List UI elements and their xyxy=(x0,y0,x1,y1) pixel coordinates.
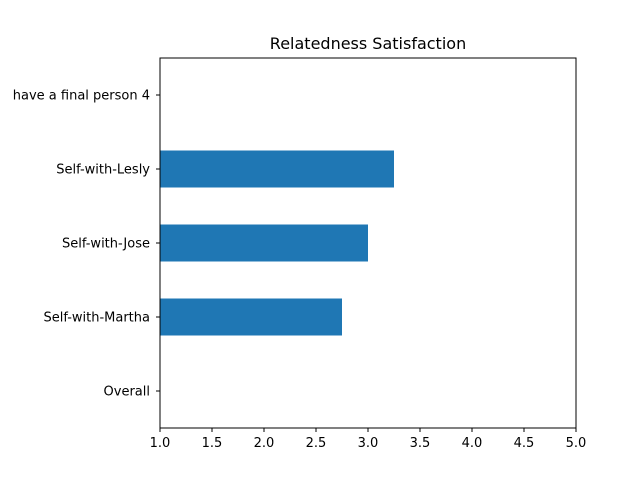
x-tick-label: 4.5 xyxy=(514,436,535,451)
x-tick-label: 1.5 xyxy=(202,436,223,451)
x-tick-label: 2.5 xyxy=(306,436,327,451)
bars-group xyxy=(160,150,394,336)
y-tick-label: Overall xyxy=(104,385,150,400)
y-axis: Overall Self-with-Martha Self-with-Jose Sel… xyxy=(13,89,160,400)
bar-self-with-jose xyxy=(160,224,368,262)
plot-frame xyxy=(159,57,577,429)
y-tick-label: Self-with-Lesly xyxy=(56,163,150,178)
y-tick-label: Self-with-Jose xyxy=(62,237,150,252)
x-tick-label: 3.0 xyxy=(358,436,379,451)
x-tick-label: 4.0 xyxy=(462,436,483,451)
x-tick-label: 1.0 xyxy=(150,436,171,451)
x-axis: 1.0 1.5 2.0 2.5 3.0 3.5 4.0 4.5 5.0 xyxy=(150,428,587,451)
y-tick-label: have a final person 4 xyxy=(13,89,150,104)
bar-self-with-martha xyxy=(160,298,342,336)
x-tick-label: 2.0 xyxy=(254,436,275,451)
x-tick-label: 3.5 xyxy=(410,436,431,451)
y-tick-label: Self-with-Martha xyxy=(43,311,150,326)
chart-title: Relatedness Satisfaction xyxy=(270,34,466,53)
bar-self-with-lesly xyxy=(160,150,394,188)
x-tick-label: 5.0 xyxy=(566,436,587,451)
